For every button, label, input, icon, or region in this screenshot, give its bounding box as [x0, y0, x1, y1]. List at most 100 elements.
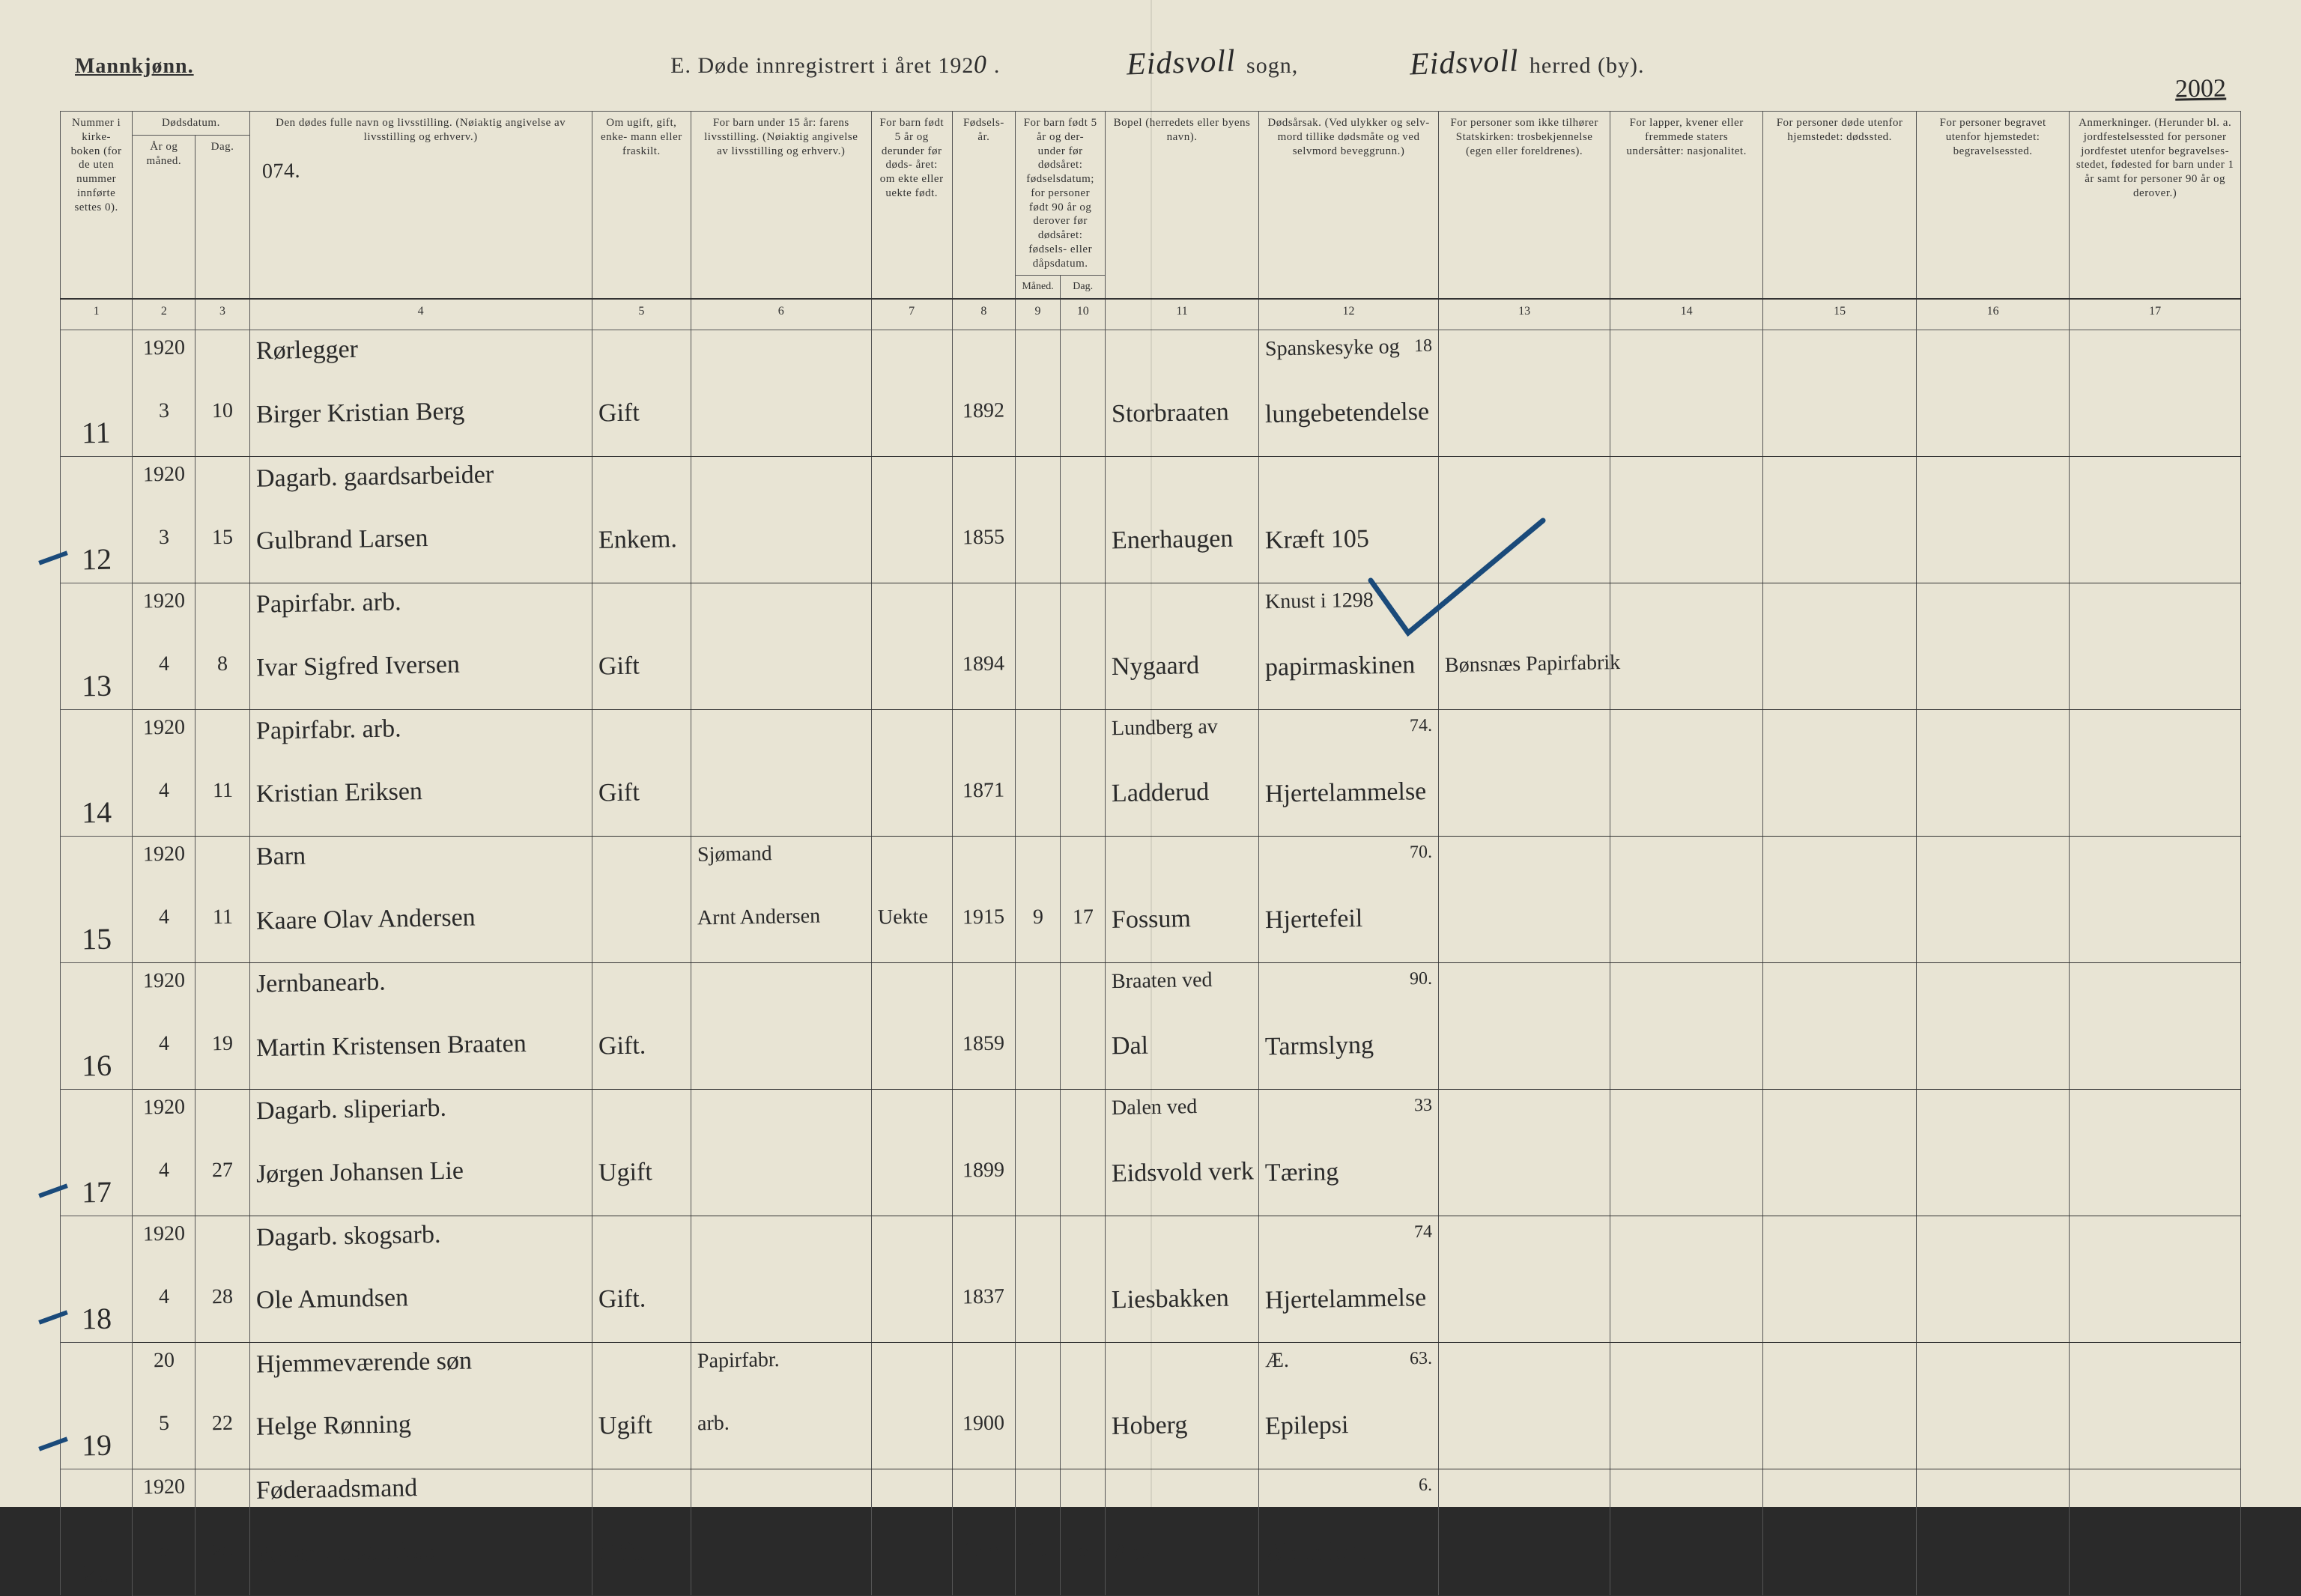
cell — [952, 962, 1015, 1026]
cell — [691, 1153, 871, 1216]
cell — [592, 709, 691, 773]
age-super: 74. — [1410, 714, 1433, 737]
coln: 9 — [1015, 299, 1060, 330]
handwriting: 1920 — [143, 967, 186, 994]
cell: 1871 — [952, 773, 1015, 837]
cell: 4 — [133, 1153, 195, 1216]
cell: 20 — [61, 1469, 133, 1595]
handwriting: Fossum — [1112, 903, 1192, 936]
handwriting: Birger Kristian Berg — [255, 395, 464, 431]
handwriting: 17 — [81, 1173, 112, 1211]
table-row: 419Martin Kristensen BraatenGift.1859Dal… — [61, 1026, 2241, 1090]
handwriting: Barn — [255, 840, 306, 873]
herred-cursive: Eidsvoll — [1409, 43, 1519, 82]
cell — [1061, 773, 1106, 837]
cell — [592, 583, 691, 646]
cell — [871, 1153, 952, 1216]
coln: 8 — [952, 299, 1015, 330]
cell — [1916, 962, 2069, 1026]
title-center: E. Døde innregistrert i året 1920 . Eids… — [149, 45, 2166, 81]
cell — [1610, 1469, 1762, 1532]
handwriting: 19 — [81, 1426, 112, 1464]
cell — [1610, 899, 1762, 963]
handwriting: papirmaskinen — [1264, 649, 1415, 684]
cell — [1015, 1469, 1060, 1532]
cell: Alderdom — [1258, 1532, 1439, 1596]
cell — [1015, 1279, 1060, 1343]
cell: 1920 — [133, 1216, 195, 1279]
cell: Jørgen Johansen Lie — [249, 1153, 592, 1216]
cell — [2070, 962, 2241, 1026]
handwriting: 4 — [159, 777, 170, 804]
cell: 1920 — [133, 836, 195, 899]
hdr-dodssted: For personer døde utenfor hjemstedet: dø… — [1763, 112, 1916, 299]
handwriting: 1920 — [143, 1093, 186, 1120]
cell — [871, 1026, 952, 1090]
cell — [1015, 393, 1060, 457]
cell — [1061, 520, 1106, 583]
cell — [691, 1089, 871, 1153]
cell — [1610, 520, 1762, 583]
handwriting: Tæring — [1264, 1156, 1339, 1189]
cell — [1015, 583, 1060, 646]
cell: arb. — [691, 1406, 871, 1469]
cell: 5 — [133, 1532, 195, 1596]
cell — [1439, 962, 1610, 1026]
cell: Peder Jonsen Aas — [249, 1532, 592, 1596]
cell — [1106, 1342, 1258, 1406]
cell: 12 — [61, 456, 133, 583]
cell — [1106, 1469, 1258, 1532]
hdr-mnd: Måned. — [1015, 276, 1060, 299]
handwriting: 5 — [159, 1410, 170, 1436]
cell: 1920 — [133, 962, 195, 1026]
cell: 4 — [133, 899, 195, 963]
cell — [1106, 583, 1258, 646]
handwriting: Kristian Eriksen — [255, 776, 422, 810]
age-super: 70. — [1410, 840, 1433, 864]
cell: 14 — [61, 709, 133, 836]
handwriting: 22 — [212, 1410, 234, 1436]
handwriting: Alderdom — [1264, 1536, 1368, 1570]
hdr-navn: Den dødes fulle navn og livsstilling. (N… — [249, 112, 592, 299]
cell: Enkem. — [592, 520, 691, 583]
cell — [1610, 393, 1762, 457]
handwriting: 11 — [82, 413, 111, 452]
tick-mark — [38, 1310, 68, 1324]
hdr-anm: Anmerkninger. (Herunder bl. a. jordfeste… — [2070, 112, 2241, 299]
cell — [2070, 1342, 2241, 1406]
cell — [195, 1342, 249, 1406]
handwriting: Jernbanearb. — [255, 966, 385, 1001]
cell — [1439, 393, 1610, 457]
handwriting: Gift. — [598, 1030, 646, 1063]
cell: 19 — [195, 1026, 249, 1090]
cell — [871, 962, 952, 1026]
cell: 16 — [61, 962, 133, 1089]
handwriting: Gift. — [598, 1283, 646, 1316]
handwriting: 20 — [81, 1553, 112, 1592]
cell: 22 — [195, 1406, 249, 1469]
handwriting: Hjemmeværende søn — [255, 1345, 472, 1381]
handwriting: Føderaadsmand — [255, 1472, 417, 1507]
cell — [871, 1406, 952, 1469]
handwriting: 15 — [81, 920, 112, 958]
handwriting: 1920 — [143, 840, 186, 867]
cell — [1015, 1342, 1060, 1406]
cell: 74. — [1258, 709, 1439, 773]
cell — [1106, 836, 1258, 899]
cell: 33 — [1258, 1089, 1439, 1153]
cell — [1916, 646, 2069, 710]
table-row: 522Helge RønningUgiftarb.1900HobergEpile… — [61, 1406, 2241, 1469]
cell: Gift. — [592, 1532, 691, 1596]
hdr-d: Dag. — [1061, 276, 1106, 299]
cell — [1916, 1153, 2069, 1216]
cell — [1916, 709, 2069, 773]
cell — [871, 836, 952, 899]
cell — [1061, 1342, 1106, 1406]
cell: papirmaskinen — [1258, 646, 1439, 710]
table-row: 181920Dagarb. skogsarb. 74 — [61, 1216, 2241, 1279]
cell — [1106, 1216, 1258, 1279]
handwriting: 1839 — [962, 1536, 1005, 1563]
cell — [1763, 773, 1916, 837]
cell — [691, 520, 871, 583]
cell: Føderaadsmand — [249, 1469, 592, 1532]
